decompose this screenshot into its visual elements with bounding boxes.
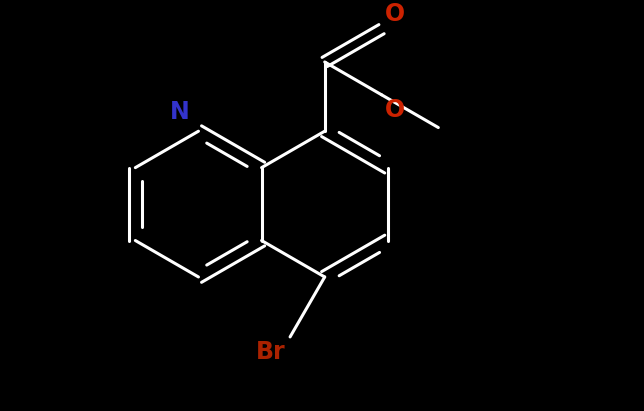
Text: O: O [384, 2, 404, 26]
Text: O: O [384, 98, 404, 122]
Text: N: N [169, 100, 189, 124]
Text: Br: Br [256, 340, 285, 364]
